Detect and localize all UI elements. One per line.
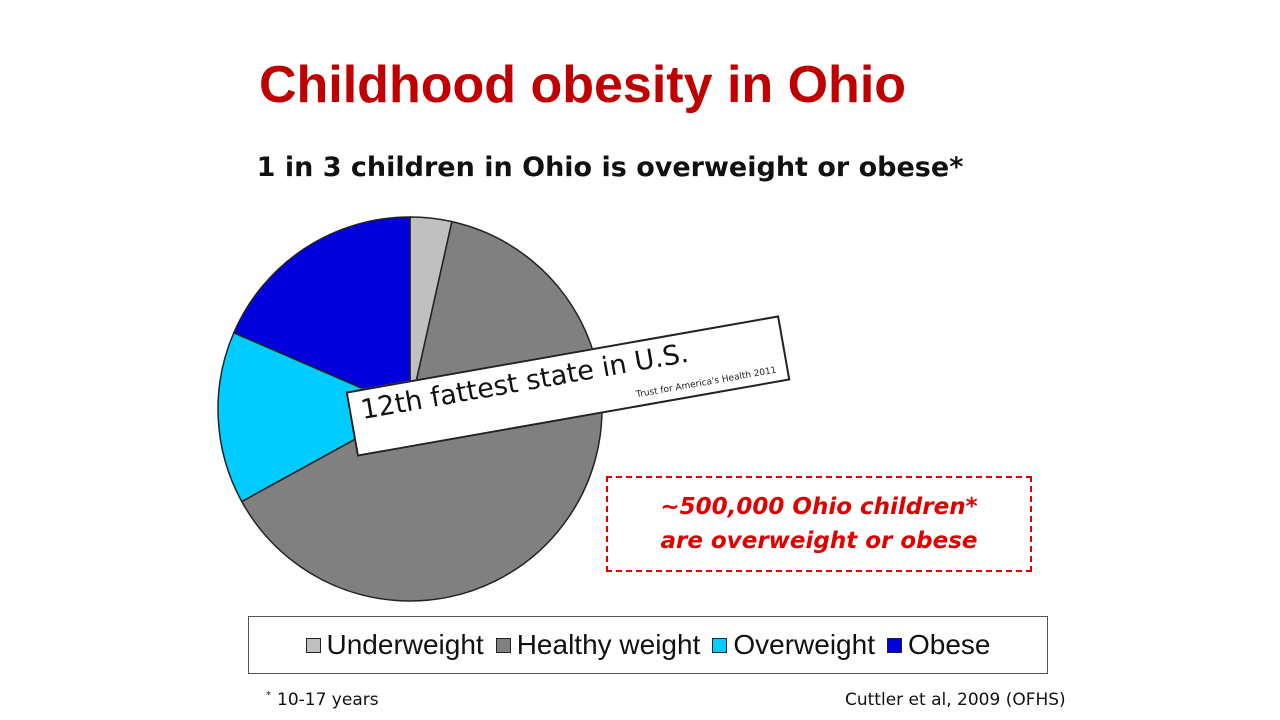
legend-item-obese: Obese [886, 629, 991, 661]
callout-line-1: ~500,000 Ohio children* [660, 494, 978, 520]
legend-item-overweight: Overweight [712, 629, 875, 661]
legend-swatch-obese [886, 637, 902, 653]
slide-subtitle: 1 in 3 children in Ohio is overweight or… [256, 152, 964, 183]
legend-label-obese: Obese [907, 629, 991, 660]
footnote-text: 10-17 years [277, 690, 379, 710]
callout-line-2: are overweight or obese [660, 528, 978, 554]
legend-label-underweight: Underweight [326, 629, 484, 660]
children-count-callout: ~500,000 Ohio children* are overweight o… [606, 476, 1032, 572]
legend-label-overweight: Overweight [733, 629, 875, 660]
legend-item-healthy-weight: Healthy weight [495, 629, 701, 661]
footnote-marker: * [266, 690, 271, 702]
legend-swatch-healthy-weight [495, 637, 511, 653]
pie-slice-obese [232, 216, 411, 411]
pie-slice-overweight [217, 331, 412, 503]
chart-legend: Underweight Healthy weight Overweight Ob… [248, 616, 1048, 674]
slide-title: Childhood obesity in Ohio [258, 56, 907, 114]
source-citation: Cuttler et al, 2009 (OFHS) [845, 690, 1066, 710]
legend-swatch-underweight [305, 637, 321, 653]
legend-label-healthy-weight: Healthy weight [516, 629, 701, 660]
legend-swatch-overweight [712, 637, 728, 653]
footnote: * 10-17 years [266, 690, 379, 710]
legend-item-underweight: Underweight [305, 629, 484, 661]
